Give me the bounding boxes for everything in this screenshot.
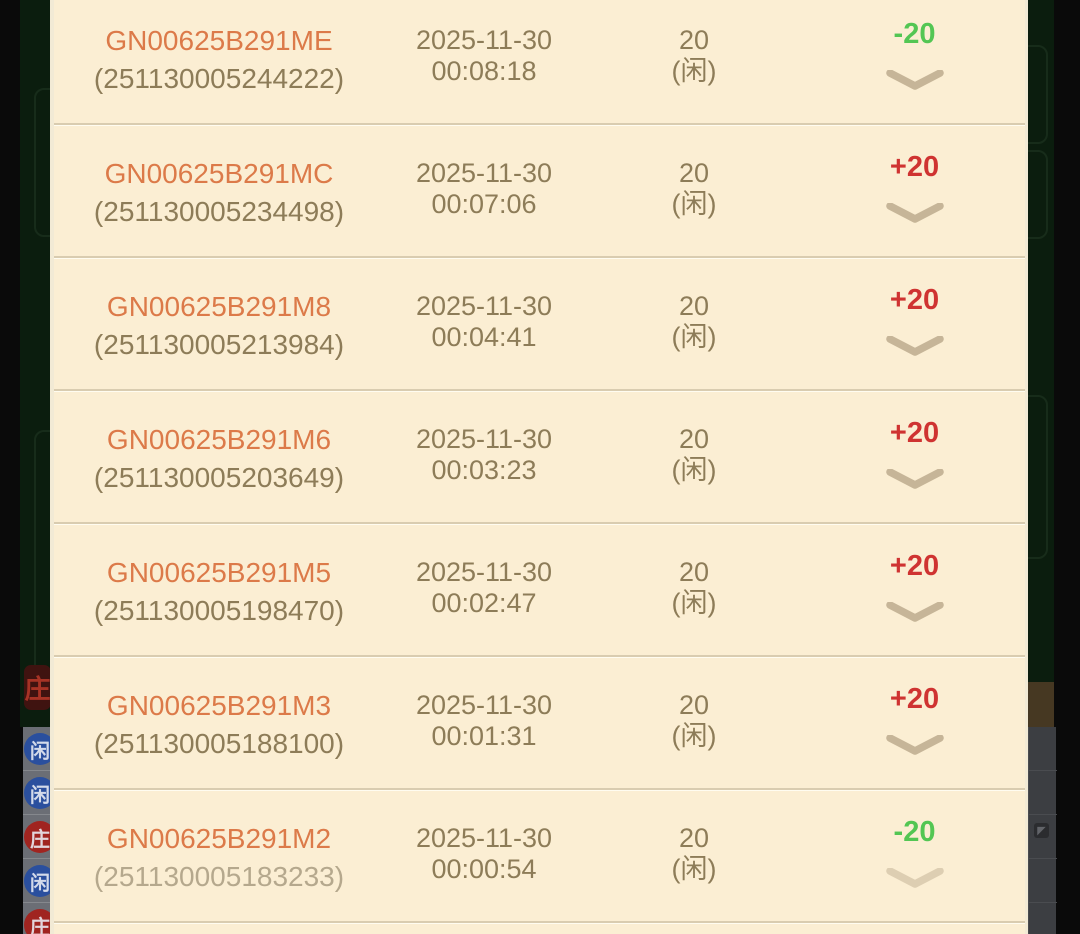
win-loss-value: +20	[889, 151, 940, 183]
bet-serial-number: (251130005234498)	[93, 195, 345, 227]
bet-serial-number: (251130005198470)	[93, 594, 345, 626]
bet-record-row[interactable]: GN00625B291M2 (251130005183233) 2025-11-…	[54, 790, 1025, 923]
round-id: GN00625B291M8	[106, 290, 332, 322]
bet-side: (闲)	[671, 587, 717, 618]
bet-serial-number: (251130005188100)	[93, 727, 345, 759]
scoreboard-grid-column: ◤	[1028, 727, 1057, 934]
round-id: GN00625B291M6	[106, 423, 332, 455]
bet-side: (闲)	[671, 853, 717, 884]
bet-amount: 20	[678, 290, 710, 321]
bet-amount: 20	[678, 423, 710, 454]
round-id: GN00625B291ME	[105, 24, 333, 56]
round-id: GN00625B291MC	[104, 157, 334, 189]
bet-record-row[interactable]: GN00625B291M8 (251130005213984) 2025-11-…	[54, 258, 1025, 391]
bet-time: 00:08:18	[431, 55, 537, 86]
bet-date: 2025-11-30	[415, 157, 553, 188]
bet-amount: 20	[678, 689, 710, 720]
bet-amount: 20	[678, 24, 710, 55]
bet-time: 00:01:31	[431, 720, 537, 751]
bet-serial-number: (251130005244222)	[93, 62, 345, 94]
expand-chevron-icon[interactable]	[885, 602, 945, 622]
win-loss-value: +20	[889, 284, 940, 316]
bet-side: (闲)	[671, 321, 717, 352]
bet-serial-number: (251130005203649)	[93, 461, 345, 493]
bet-side: (闲)	[671, 55, 717, 86]
win-loss-value: -20	[893, 18, 936, 50]
win-loss-value: +20	[889, 683, 940, 715]
bet-record-row[interactable]: GN00625B291ME (251130005244222) 2025-11-…	[54, 0, 1025, 125]
expand-chevron-icon[interactable]	[885, 735, 945, 755]
round-id: GN00625B291M2	[106, 822, 332, 854]
expand-chevron-icon[interactable]	[885, 868, 945, 888]
bet-amount: 20	[678, 822, 710, 853]
win-loss-value: +20	[889, 417, 940, 449]
bet-record-row[interactable]: GN00625B291MC (251130005234498) 2025-11-…	[54, 125, 1025, 258]
win-loss-value: -20	[893, 816, 936, 848]
round-id: GN00625B291M5	[106, 556, 332, 588]
bet-serial-number: (251130005213984)	[93, 328, 345, 360]
table-felt-right	[1014, 0, 1054, 682]
table-edge-panel	[1028, 682, 1054, 727]
bet-time: 00:00:54	[431, 853, 537, 884]
expand-chevron-icon[interactable]	[885, 469, 945, 489]
bet-time: 00:04:41	[431, 321, 537, 352]
bet-side: (闲)	[671, 188, 717, 219]
bet-records-list: GN00625B291ME (251130005244222) 2025-11-…	[50, 0, 1028, 934]
bet-date: 2025-11-30	[415, 290, 553, 321]
bet-side: (闲)	[671, 720, 717, 751]
expand-chevron-icon[interactable]	[885, 203, 945, 223]
bet-date: 2025-11-30	[415, 556, 553, 587]
bet-side: (闲)	[671, 454, 717, 485]
bet-time: 00:03:23	[431, 454, 537, 485]
banker-bet-area-icon: 庄	[24, 665, 51, 710]
grid-marker-icon: ◤	[1034, 823, 1049, 838]
round-id: GN00625B291M3	[106, 689, 332, 721]
bead-road-column: 闲 闲 庄 闲 庄	[23, 727, 56, 934]
bet-amount: 20	[678, 556, 710, 587]
bet-date: 2025-11-30	[415, 423, 553, 454]
bet-date: 2025-11-30	[415, 24, 553, 55]
win-loss-value: +20	[889, 550, 940, 582]
bet-serial-number: (251130005183233)	[93, 860, 345, 892]
expand-chevron-icon[interactable]	[885, 336, 945, 356]
bet-date: 2025-11-30	[415, 689, 553, 720]
bet-time: 00:02:47	[431, 587, 537, 618]
bet-date: 2025-11-30	[415, 822, 553, 853]
bet-record-row[interactable]: GN00625B291M6 (251130005203649) 2025-11-…	[54, 391, 1025, 524]
expand-chevron-icon[interactable]	[885, 70, 945, 90]
bet-time: 00:07:06	[431, 188, 537, 219]
bet-amount: 20	[678, 157, 710, 188]
bet-record-row[interactable]: GN00625B291M3 (251130005188100) 2025-11-…	[54, 657, 1025, 790]
bet-record-row[interactable]: GN00625B291M5 (251130005198470) 2025-11-…	[54, 524, 1025, 657]
table-felt-left	[20, 0, 68, 727]
